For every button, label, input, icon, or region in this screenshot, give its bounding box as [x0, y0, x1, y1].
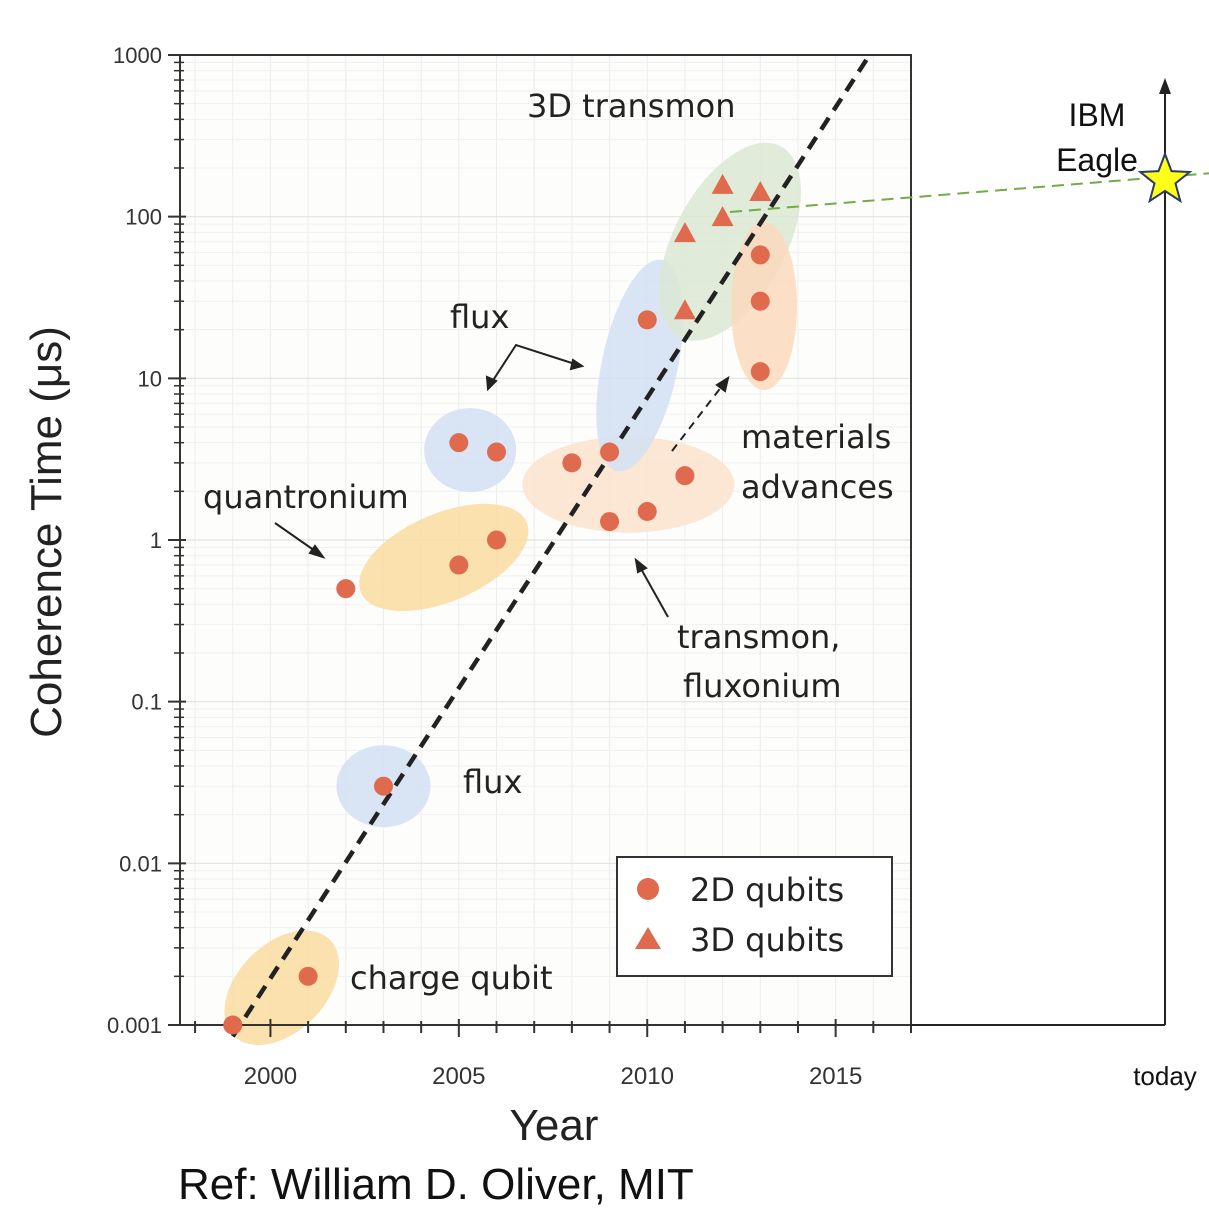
data-point-3d — [673, 299, 696, 320]
label-transmon-line2: fluxonium — [683, 667, 842, 705]
data-point-3d — [711, 206, 734, 227]
y-tick-label: 0.001 — [107, 1013, 162, 1038]
data-point-2d — [750, 291, 770, 311]
trend-line — [230, 53, 872, 1038]
projection-line — [729, 172, 1209, 213]
ibm-eagle-label-line1: IBM — [1069, 97, 1126, 133]
data-points — [223, 173, 772, 1035]
data-point-3d — [749, 181, 772, 202]
data-point-2d — [298, 966, 318, 986]
legend-label-3d: 3D qubits — [690, 921, 844, 959]
x-axis-title: Year — [510, 1101, 599, 1150]
group-ellipse — [224, 930, 340, 1046]
data-point-2d — [336, 579, 356, 599]
x-tick-label: 2015 — [809, 1063, 862, 1090]
legend-box — [616, 856, 893, 977]
legend-circle-marker — [637, 878, 659, 900]
transmon-arrow-head — [634, 557, 648, 574]
data-point-2d — [637, 310, 657, 330]
label-3d-transmon: 3D transmon — [527, 87, 735, 125]
ibm-eagle-star — [1137, 151, 1193, 204]
data-point-2d — [675, 466, 695, 486]
quantronium-arrow — [274, 522, 319, 554]
legend-triangle-marker — [635, 927, 661, 949]
label-transmon-line1: transmon, — [677, 618, 840, 656]
extension: IBM Eagle today — [729, 78, 1209, 1091]
label-flux-top: flux — [450, 298, 509, 336]
quantronium-arrow-head — [308, 544, 326, 559]
data-point-2d — [600, 442, 620, 462]
data-point-2d — [449, 555, 469, 575]
flux-arrow — [489, 343, 579, 386]
materials-arrow-head — [715, 375, 730, 393]
data-point-2d — [750, 245, 770, 265]
annotation-arrows — [274, 343, 730, 618]
flux-arrow-head-left — [485, 375, 498, 392]
legend-label-2d: 2D qubits — [690, 871, 844, 909]
group-ellipse — [424, 408, 517, 493]
group-ellipse — [359, 503, 529, 612]
x-tick-label: 2005 — [432, 1063, 485, 1090]
data-point-2d — [750, 362, 770, 382]
reference-text: Ref: William D. Oliver, MIT — [178, 1160, 694, 1209]
data-point-2d — [600, 512, 620, 532]
data-point-2d — [637, 502, 657, 522]
data-point-2d — [449, 433, 469, 453]
transmon-arrow — [639, 566, 669, 618]
y-axis: 0.001 0.01 0.1 1 10 100 1000 — [107, 43, 186, 1038]
y-tick-label: 1000 — [113, 43, 162, 68]
y-tick-label: 1 — [150, 528, 162, 553]
data-point-2d — [373, 776, 393, 796]
y-tick-label: 0.1 — [131, 690, 162, 715]
y-axis-title: Coherence Time (μs) — [22, 326, 71, 738]
x-tick-label: 2010 — [621, 1063, 674, 1090]
flux-arrow-head-right — [569, 358, 585, 371]
data-point-2d — [562, 453, 582, 473]
today-label: today — [1133, 1061, 1197, 1091]
y-tick-label: 10 — [138, 366, 162, 391]
ibm-eagle-label-line2: Eagle — [1056, 142, 1138, 178]
y-tick-label: 0.01 — [119, 851, 162, 876]
legend: 2D qubits 3D qubits — [616, 856, 893, 977]
x-tick-label: 2000 — [244, 1063, 297, 1090]
y-tick-label: 100 — [125, 205, 162, 230]
data-point-2d — [223, 1015, 243, 1035]
label-quantronium: quantronium — [203, 478, 409, 516]
x-axis: 2000 2005 2010 2015 — [194, 1019, 912, 1090]
label-charge-qubit: charge qubit — [350, 959, 553, 997]
label-materials-line2: advances — [741, 468, 894, 506]
extension-y-axis-arrowhead — [1159, 78, 1171, 94]
label-materials-line1: materials — [741, 418, 891, 456]
data-point-2d — [487, 530, 507, 550]
data-point-3d — [673, 222, 696, 243]
label-flux-bottom: flux — [463, 763, 522, 801]
data-point-3d — [711, 173, 734, 194]
group-ellipse — [596, 259, 684, 472]
data-point-2d — [487, 442, 507, 462]
